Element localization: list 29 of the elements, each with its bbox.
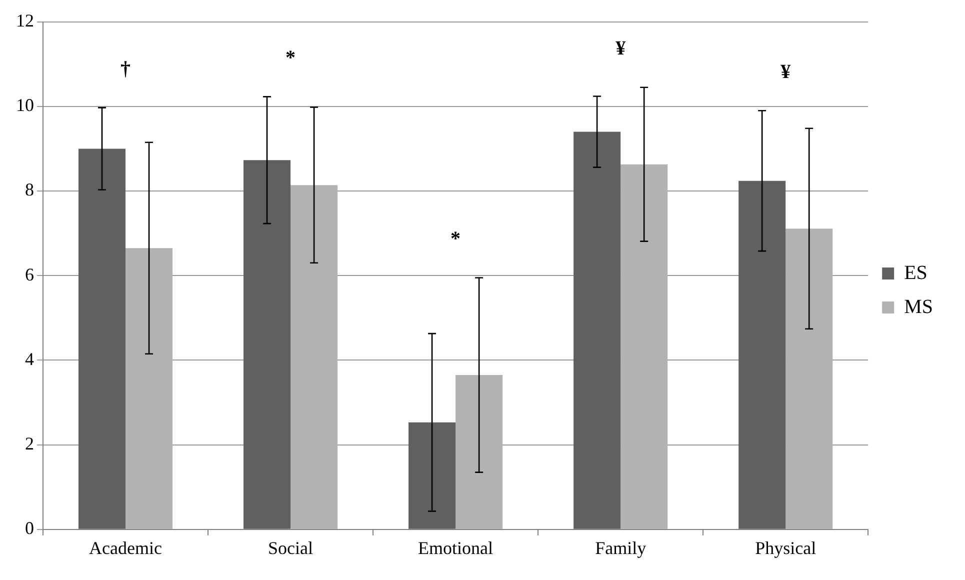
- y-tick-label: 4: [25, 348, 34, 369]
- x-tick-label: Academic: [89, 538, 162, 558]
- annotation: ¥: [616, 38, 626, 60]
- legend-label: ES: [904, 262, 928, 284]
- annotation: *: [286, 46, 296, 69]
- x-tick-label: Family: [595, 538, 646, 558]
- x-tick-label: Emotional: [418, 538, 494, 558]
- x-tick-label: Social: [268, 538, 314, 558]
- annotation: ¥: [780, 60, 791, 83]
- bar: [620, 164, 668, 529]
- bar: [244, 160, 291, 529]
- annotation: *: [450, 228, 461, 250]
- bar: [408, 422, 456, 529]
- y-tick-label: 8: [25, 180, 34, 200]
- bar: [126, 248, 173, 529]
- bar: [786, 228, 833, 529]
- y-tick-label: 2: [25, 434, 34, 454]
- y-tick-label: 6: [25, 264, 34, 284]
- legend-label: MS: [904, 296, 933, 318]
- bar: [574, 132, 621, 529]
- y-tick-label: 10: [16, 95, 34, 116]
- annotation: †: [120, 58, 131, 80]
- x-tick-label: Physical: [755, 538, 816, 558]
- bar: [290, 185, 338, 529]
- bar: [738, 180, 786, 529]
- y-tick-label: 12: [16, 10, 34, 31]
- bar: [456, 375, 503, 529]
- bar: [78, 148, 126, 529]
- y-tick-label: 0: [25, 518, 34, 538]
